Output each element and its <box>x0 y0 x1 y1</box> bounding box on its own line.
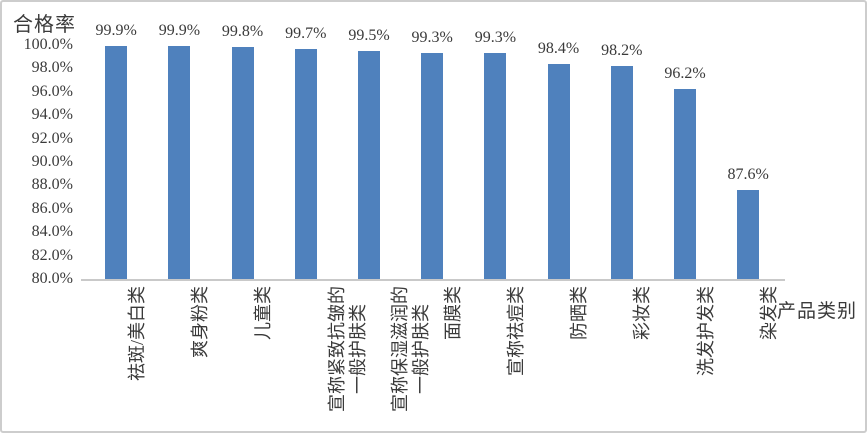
category-label-line: 爽身粉类 <box>189 286 210 358</box>
y-tick-label: 90.0% <box>31 153 73 170</box>
category-label-line: 一般护肤类 <box>411 304 431 394</box>
category-label-line: 面膜类 <box>442 286 463 340</box>
y-tick-label: 92.0% <box>31 129 73 147</box>
y-tick-label: 84.0% <box>31 223 73 241</box>
category-label: 彩妆类 <box>632 286 653 340</box>
category-label: 防晒类 <box>569 286 590 340</box>
bar-value-label: 99.9% <box>158 22 201 40</box>
y-tick-label: 80.0% <box>31 270 73 287</box>
y-tick-label: 94.0% <box>31 106 73 124</box>
category-label: 宣称祛痘类 <box>506 286 527 376</box>
bar-value-label: 99.8% <box>221 23 264 41</box>
category-label: 宣称紧致抗皱的 一般护肤类 <box>327 286 369 412</box>
y-tick-label: 98.0% <box>31 59 73 77</box>
bar-value-label: 98.4% <box>537 39 580 57</box>
category-label-line: 一般护肤类 <box>347 304 368 394</box>
bar <box>484 53 507 279</box>
bar <box>737 190 760 279</box>
bar <box>105 46 128 279</box>
category-label-line: 防晒类 <box>569 286 590 340</box>
y-tick-label: 96.0% <box>31 82 73 100</box>
bar-value-label: 98.2% <box>601 42 643 60</box>
x-axis-line <box>81 279 785 281</box>
bar-value-label: 99.9% <box>95 22 137 40</box>
category-label: 儿童类 <box>253 286 274 340</box>
category-label-line: 染发类 <box>758 286 779 340</box>
category-label: 面膜类 <box>443 286 464 340</box>
bar <box>547 63 570 279</box>
category-label-line: 彩妆类 <box>632 286 653 340</box>
y-tick-label: 88.0% <box>31 176 73 194</box>
bar <box>674 89 696 279</box>
category-label: 洗发护发类 <box>696 286 717 376</box>
bar-value-label: 99.5% <box>348 26 390 44</box>
y-tick-label: 86.0% <box>31 199 73 217</box>
bar <box>610 66 633 279</box>
category-label-line: 宣称祛痘类 <box>505 286 526 376</box>
x-axis-title: 产品类别 <box>777 301 858 322</box>
category-label-line: 宣称紧致抗皱的 <box>326 286 347 412</box>
category-label: 宣称保湿滋润的 一般护肤类 <box>390 286 432 412</box>
category-label-line: 祛斑/美白类 <box>126 286 147 382</box>
bar-value-label: 96.2% <box>664 65 706 83</box>
y-axis-title: 合格率 <box>13 14 76 36</box>
bar-value-label: 99.3% <box>411 29 453 47</box>
category-label-line: 洗发护发类 <box>695 286 716 376</box>
bar <box>231 47 254 279</box>
bar-value-label: 87.6% <box>727 166 769 184</box>
category-label-line: 宣称保湿滋润的 <box>390 286 410 412</box>
bar-value-label: 99.3% <box>474 29 517 47</box>
bar <box>294 48 317 279</box>
bar <box>168 46 191 279</box>
category-label: 祛斑/美白类 <box>127 286 148 381</box>
category-label-line: 儿童类 <box>253 286 274 340</box>
bar-value-label: 99.7% <box>285 24 327 42</box>
y-tick-label: 100.0% <box>23 36 73 53</box>
y-tick-label: 82.0% <box>31 246 73 264</box>
category-label: 爽身粉类 <box>190 286 211 358</box>
bar <box>358 50 380 279</box>
bar <box>421 53 444 279</box>
category-label: 染发类 <box>759 286 780 340</box>
